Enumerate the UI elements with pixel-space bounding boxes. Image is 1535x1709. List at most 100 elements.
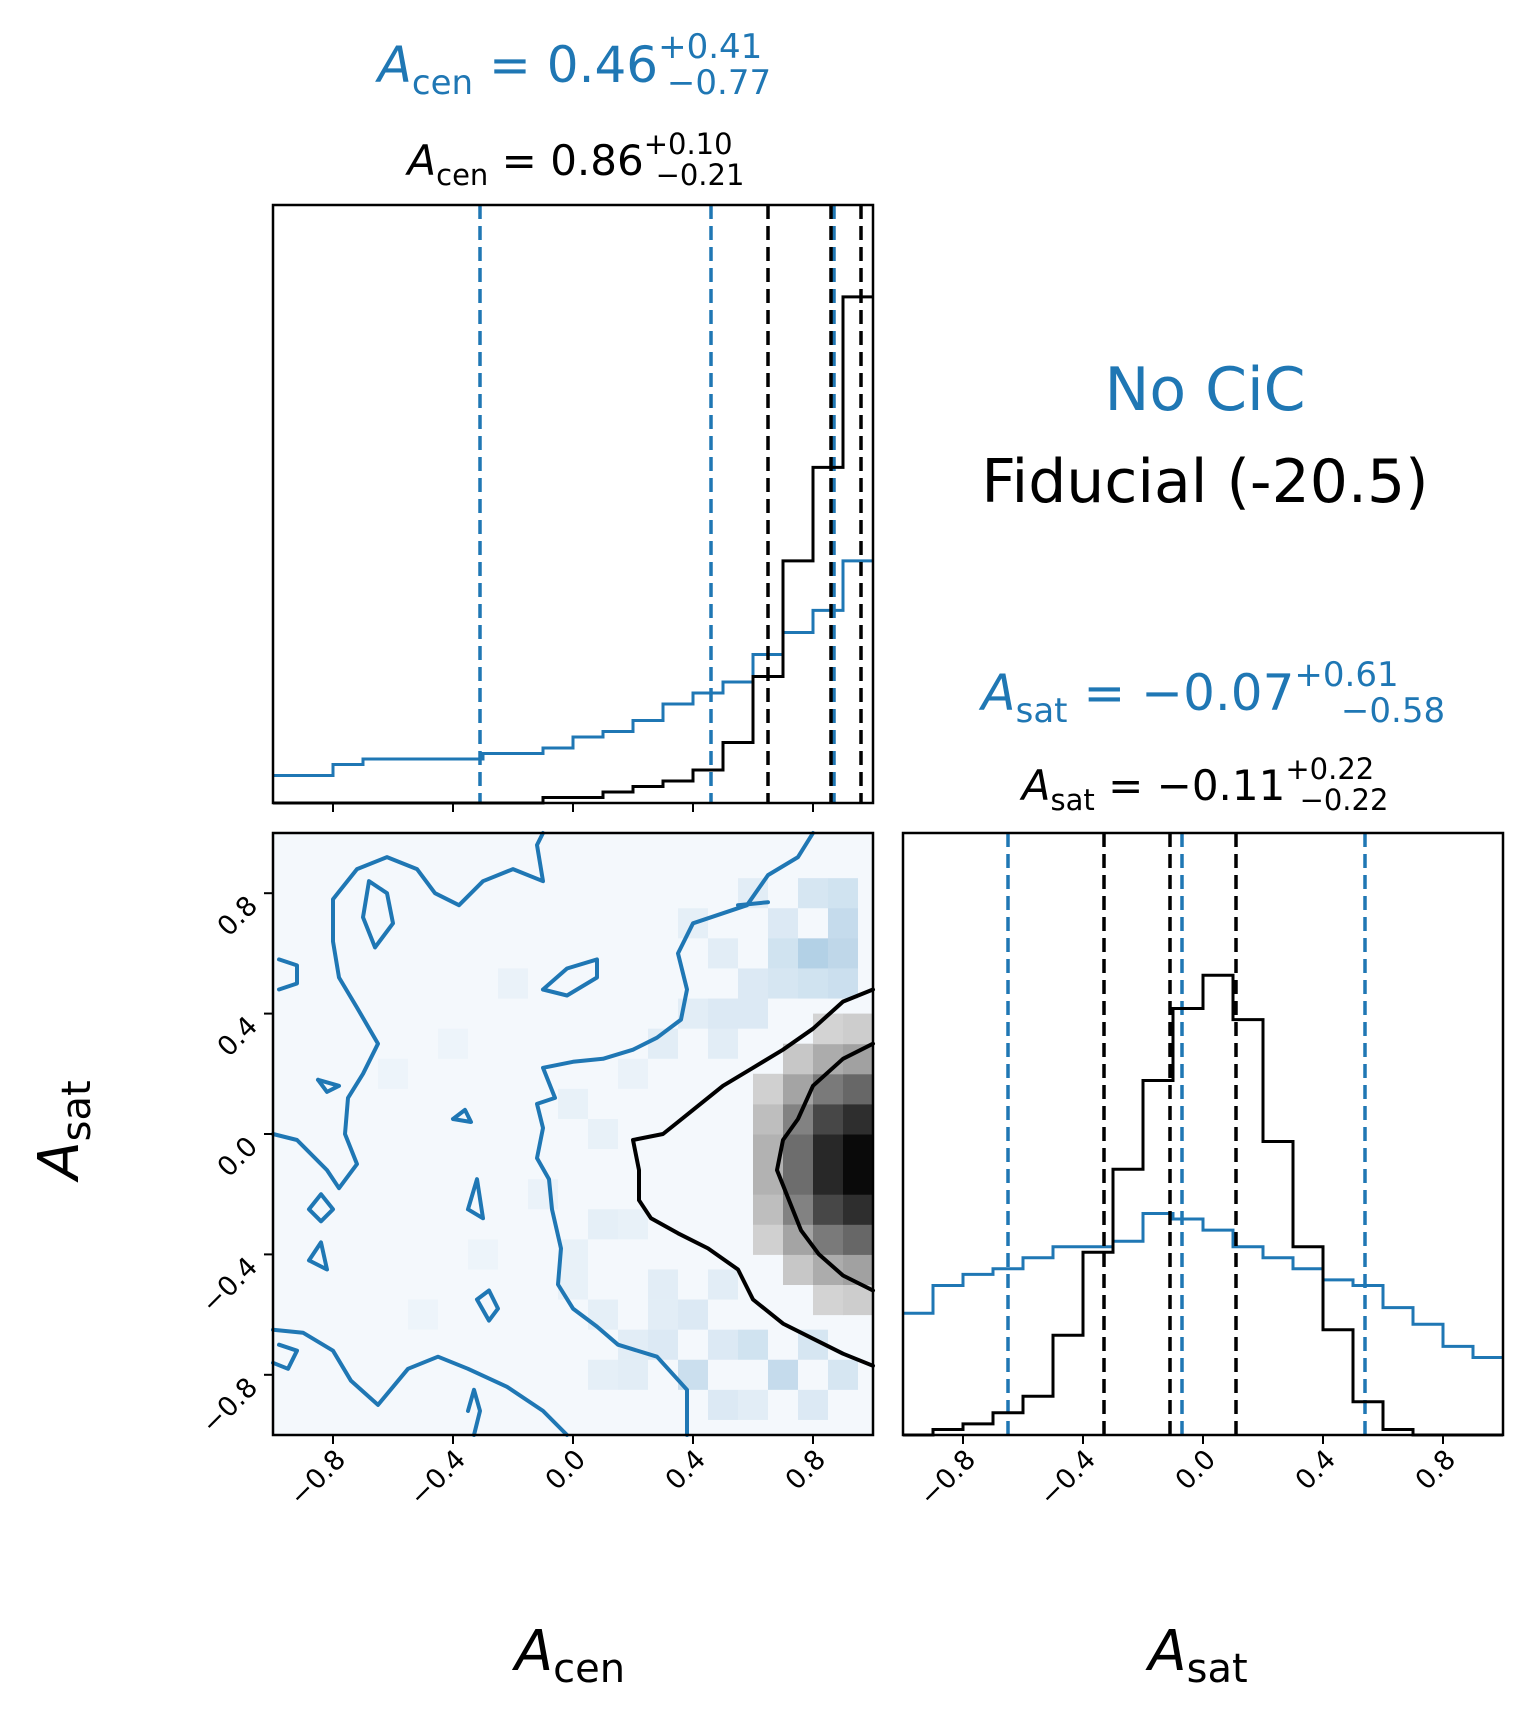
legend-fiducial: Fiducial (-20.5) [981, 447, 1428, 517]
nocic-density-cell-20 [798, 1389, 828, 1420]
asat-title-nocic-eq: = −0.07 [1068, 664, 1295, 722]
fiducial-density-cell-18-10 [813, 1103, 844, 1135]
nocic-density-cell-10 [738, 998, 768, 1029]
acen-title-fiducial-sym: A [404, 136, 436, 185]
asat-hist-nocic [903, 1212, 1503, 1359]
nocic-density-cell-26 [648, 1269, 678, 1300]
nocic-contour-13 [736, 900, 770, 908]
fiducial-density-cell-17-12 [783, 1043, 814, 1075]
acen-title-fiducial-sup: +0.10 [644, 127, 733, 161]
acen-title-nocic: Acen = 0.46+0.41 −0.77 [375, 27, 771, 103]
nocic-density-cell-34 [588, 1118, 618, 1150]
nocic-contour-14 [277, 957, 299, 992]
nocic-density-cell-11 [738, 968, 768, 999]
asat-title-fiducial-sup: +0.22 [1285, 752, 1374, 786]
nocic-density-cell-38 [738, 1389, 768, 1420]
acen-title-nocic-sym: A [375, 36, 412, 94]
fiducial-density-cell-19-11 [843, 1073, 874, 1105]
legend-nocic: No CiC [1104, 355, 1305, 425]
nocic-density-cell-1 [828, 938, 858, 969]
asat-title-fiducial-eq: = −0.11 [1095, 761, 1286, 810]
nocic-density-cell-33 [558, 1088, 588, 1119]
nocic-density-cell-48 [408, 1300, 438, 1330]
acen-title-nocic-sup: +0.41 [658, 27, 762, 67]
nocic-contour-6 [541, 957, 599, 998]
fiducial-density-cell-16-7 [753, 1194, 784, 1225]
asat-title-nocic-sup: +0.61 [1294, 655, 1398, 695]
fiducial-density-cell-17-11 [783, 1073, 814, 1105]
nocic-contour-8 [475, 1288, 500, 1323]
nocic-density-cell-41 [498, 968, 528, 999]
nocic-contour-2 [535, 831, 815, 1437]
nocic-density-cell-9 [708, 998, 738, 1029]
fiducial-density-cell-18-7 [813, 1194, 844, 1225]
nocic-contour-9 [307, 1240, 329, 1272]
nocic-contour-12 [451, 1107, 473, 1124]
acen-title-fiducial-inf: −0.21 [656, 158, 745, 192]
fiducial-density-cell-18-6 [813, 1224, 844, 1255]
nocic-density-cell-25 [708, 1269, 738, 1300]
nocic-density-cell-7 [828, 878, 858, 909]
nocic-density-cell-37 [708, 1389, 738, 1420]
nocic-contour-11 [316, 1077, 341, 1094]
nocic-density-cell-23 [678, 1299, 708, 1330]
nocic-density-cell-2 [828, 908, 858, 939]
asat-title-fiducial-inf: −0.22 [1300, 783, 1389, 817]
nocic-density-cell-13 [768, 908, 798, 939]
nocic-density-cell-29 [588, 1209, 618, 1240]
nocic-density-cell-30 [618, 1209, 648, 1240]
nocic-contour-5 [361, 879, 395, 950]
asat-hist-fiducial [903, 973, 1503, 1437]
fiducial-density-cell-19-9 [843, 1134, 874, 1165]
nocic-density-cell-16 [738, 1329, 768, 1360]
joint-contour-panel: −0.8−0.8−0.4−0.40.00.00.40.40.80.8 [196, 831, 875, 1512]
nocic-density-cell-46 [708, 938, 738, 969]
nocic-density-cell-6 [798, 878, 828, 909]
fiducial-contour-1 [775, 1041, 875, 1293]
nocic-density-cell-3 [798, 968, 828, 999]
fiducial-density-cell-19-5 [843, 1254, 874, 1285]
acen-title-fiducial-eq: = 0.86 [488, 136, 643, 185]
fiducial-contour-0 [631, 987, 875, 1368]
fiducial-density-cell-18-4 [813, 1284, 844, 1316]
nocic-density-cell-12 [768, 968, 798, 999]
fiducial-density-cell-18-13 [813, 1013, 844, 1045]
fiducial-density-cell-19-13 [843, 1013, 874, 1045]
fiducial-density-cell-17-5 [783, 1254, 814, 1285]
acen-title-nocic-eq: = 0.46 [473, 36, 658, 94]
nocic-density-cell-15 [768, 1359, 798, 1390]
acen-title-fiducial-sub: cen [436, 158, 488, 192]
fiducial-density-cell-17-9 [783, 1134, 814, 1165]
joint-xlabel: Acen [512, 1619, 625, 1692]
nocic-density-cell-43 [378, 1059, 408, 1089]
asat-title-fiducial-sub: sat [1050, 783, 1094, 817]
asat-xlabel: Asat [1145, 1619, 1247, 1692]
nocic-density-cell-36 [618, 1359, 648, 1390]
nocic-density-cell-0 [798, 938, 828, 969]
asat-title-nocic-inf: −0.58 [1341, 691, 1445, 731]
fiducial-density-cell-18-12 [813, 1043, 844, 1075]
nocic-contour-3 [271, 831, 545, 1191]
nocic-density-cell-49 [618, 1058, 648, 1089]
fiducial-density-cell-19-6 [843, 1224, 874, 1255]
asat-title-nocic: Asat = −0.07+0.61 −0.58 [978, 655, 1445, 731]
nocic-density-cell-22 [648, 1299, 678, 1330]
acen-histogram-panel [271, 203, 875, 812]
nocic-contour-15 [271, 1342, 299, 1371]
fiducial-density-cell-16-6 [753, 1224, 784, 1255]
nocic-contour-16 [466, 1387, 482, 1437]
nocic-contour-4 [271, 1327, 569, 1437]
acen-title-nocic-sub: cen [412, 63, 473, 103]
asat-title-nocic-sub: sat [1016, 691, 1068, 731]
acen-title-fiducial: Acen = 0.86+0.10 −0.21 [404, 127, 744, 192]
fiducial-density-cell-16-11 [753, 1073, 784, 1105]
fiducial-density-cell-19-12 [843, 1043, 874, 1075]
fiducial-density-cell-19-7 [843, 1194, 874, 1225]
nocic-density-cell-47 [468, 1239, 498, 1269]
asat-title-fiducial-sym: A [1019, 761, 1051, 810]
nocic-contour-10 [307, 1192, 335, 1224]
nocic-density-cell-42 [438, 1029, 468, 1059]
nocic-density-cell-5 [768, 938, 798, 969]
nocic-density-cell-4 [828, 968, 858, 999]
